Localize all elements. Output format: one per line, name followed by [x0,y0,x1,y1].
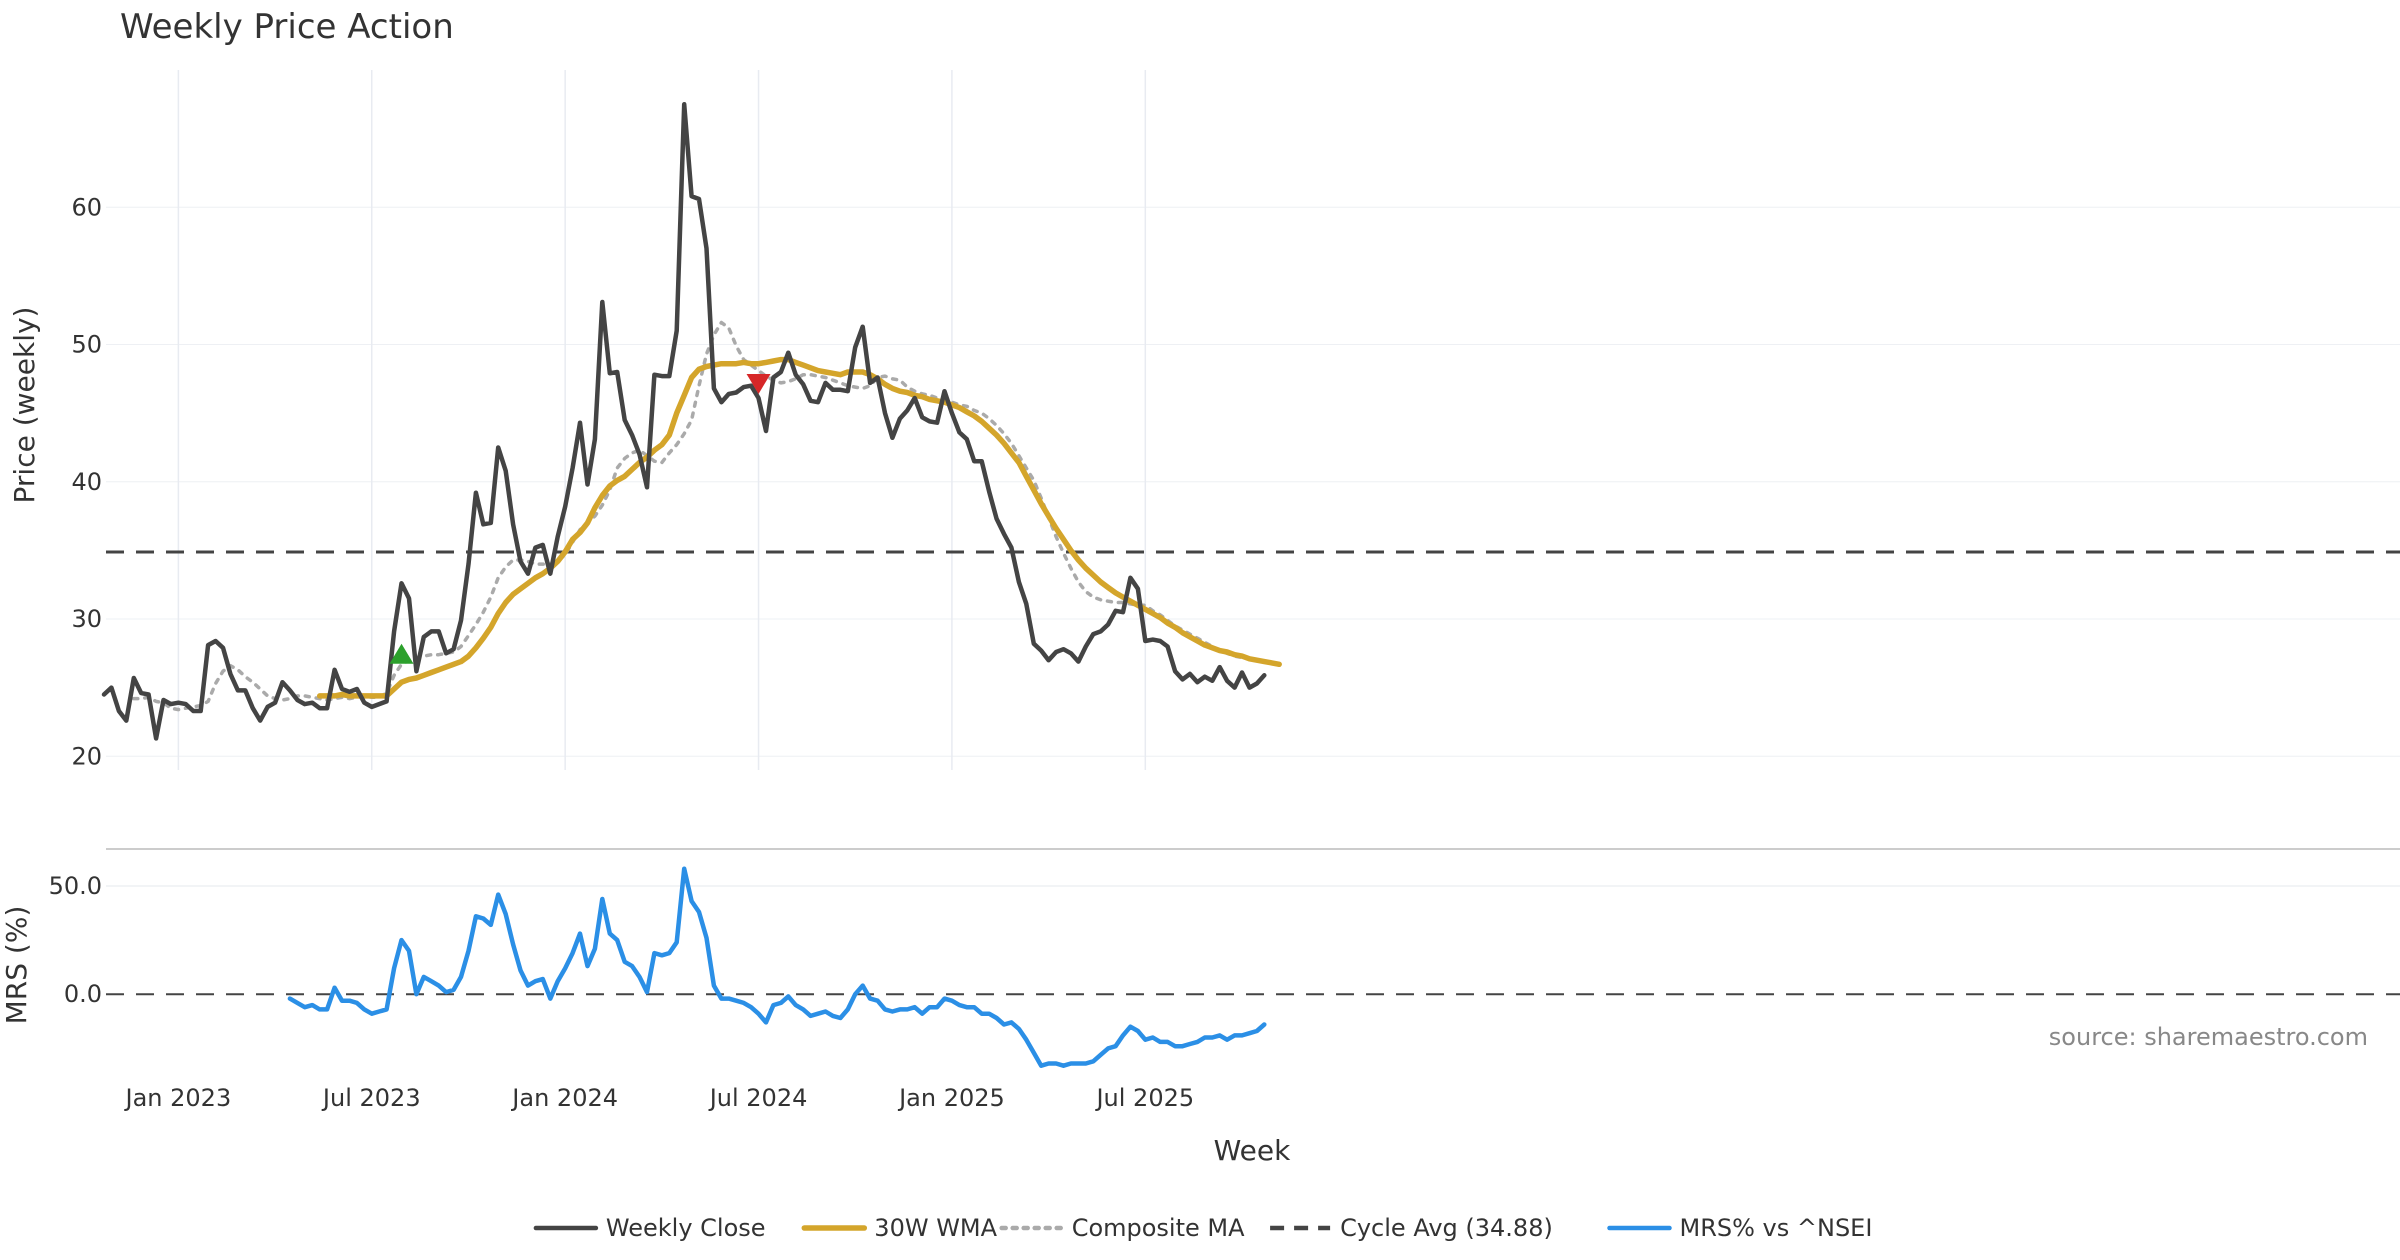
x-axis-ticks: Jan 2023 Jul 2023 Jan 2024 Jul 2024 Jan 2025… [124,1084,1195,1112]
mrs-line [287,866,1267,1068]
price-y-tick-label: 40 [71,468,102,496]
legend: Weekly Close 30W WMA Composite MA Cycle Avg… [533,1214,1873,1242]
mrs-y-ticks: 0.0 50.0 [49,872,102,1008]
x-tick-label: Jan 2025 [897,1084,1005,1112]
price-y-tick-label: 60 [71,193,102,221]
price-y-tick-label: 20 [71,742,102,770]
price-y-axis-title: Price (weekly) [8,307,41,504]
composite-ma-line [132,320,1259,712]
buy-signal-marker [389,643,414,664]
price-y-tick-label: 30 [71,605,102,633]
legend-label: 30W WMA [874,1214,997,1242]
legend-item: Weekly Close [533,1214,766,1242]
legend-label: Composite MA [1072,1214,1245,1242]
mrs-y-axis-title: MRS (%) [0,906,33,1025]
price-series-layer [101,102,2400,741]
x-tick-label: Jul 2025 [1094,1084,1194,1112]
source-annotation: source: sharemaestro.com [2049,1023,2368,1051]
x-tick-label: Jan 2024 [510,1084,618,1112]
x-axis-title: Week [1214,1134,1291,1167]
price-y-tick-label: 50 [71,331,102,359]
legend-label: Weekly Close [606,1214,766,1242]
sell-signal-marker [746,373,771,394]
price-gridlines [106,70,2400,770]
mrs-y-tick-label: 50.0 [49,872,102,900]
legend-item: 30W WMA [801,1214,998,1242]
legend-item: MRS% vs ^NSEI [1607,1214,1873,1242]
legend-label: Cycle Avg (34.88) [1340,1214,1553,1242]
legend-item: Cycle Avg (34.88) [1270,1214,1553,1242]
price-y-ticks: 20 30 40 50 60 [71,193,102,770]
x-tick-label: Jul 2024 [708,1084,808,1112]
weekly-close-line [101,102,1267,741]
mrs-y-tick-label: 0.0 [64,980,102,1008]
legend-item: Composite MA [999,1214,1245,1242]
legend-label: MRS% vs ^NSEI [1680,1214,1873,1242]
chart-title: Weekly Price Action [120,7,454,47]
wma-30w-line [316,356,1282,699]
x-tick-label: Jul 2023 [321,1084,421,1112]
x-tick-label: Jan 2023 [124,1084,232,1112]
mrs-series-layer [106,866,2400,1068]
signal-markers [389,373,771,664]
